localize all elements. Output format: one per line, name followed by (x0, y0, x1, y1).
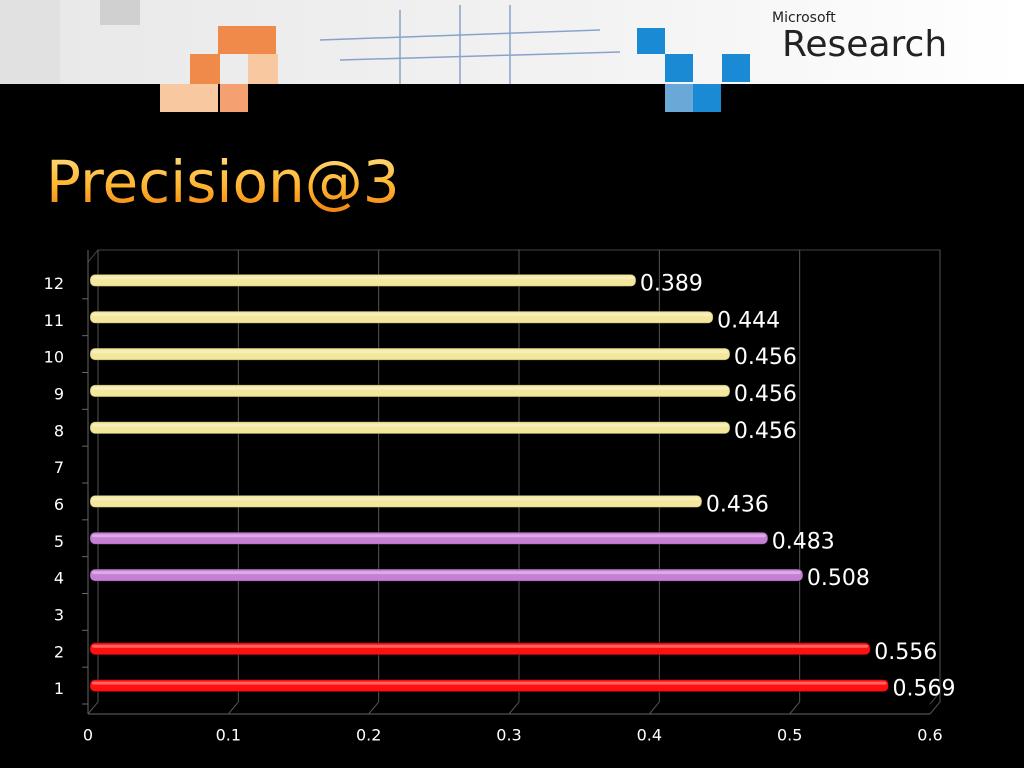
bar (89, 384, 731, 398)
y-tick-label: 8 (54, 421, 64, 440)
x-tick-label: 0.1 (216, 726, 241, 745)
x-tick-label: 0 (83, 726, 93, 745)
chart: 0 0.1 0.2 0.3 0.4 0.5 0.6 1 0.569 2 0.556 3 4 0.508 5 0… (44, 249, 955, 745)
y-tick-label: 11 (44, 311, 64, 330)
y-tick-label: 7 (54, 458, 64, 477)
data-label: 0.483 (772, 529, 835, 554)
banner: Microsoft Research (0, 0, 1024, 112)
bar (89, 421, 731, 435)
data-label: 0.456 (734, 382, 797, 407)
y-tick-label: 5 (54, 532, 64, 551)
y-tick-label: 3 (54, 605, 64, 624)
data-label: 0.508 (807, 566, 870, 591)
grid-line (929, 250, 941, 715)
y-tick-label: 4 (54, 569, 64, 588)
y-tick-label: 9 (54, 384, 64, 403)
bar-highlight (92, 350, 728, 354)
grid-line (227, 250, 239, 715)
grid-line (87, 250, 99, 715)
bar (89, 568, 804, 582)
grid-line (368, 250, 380, 715)
bar-highlight (92, 313, 712, 317)
data-label: 0.389 (640, 271, 703, 296)
bar (89, 347, 731, 361)
bar (89, 679, 889, 693)
data-label: 0.456 (734, 345, 797, 370)
x-tick-label: 0.4 (637, 726, 662, 745)
bar-highlight (92, 386, 728, 390)
bar-highlight (92, 276, 634, 280)
bar (89, 494, 703, 508)
data-label: 0.556 (874, 640, 937, 665)
y-tick-label: 2 (54, 642, 64, 661)
x-tick-label: 0.2 (356, 726, 381, 745)
data-label: 0.569 (892, 677, 955, 702)
grid-line (508, 250, 520, 715)
x-tick-label: 0.5 (777, 726, 802, 745)
data-label: 0.456 (734, 419, 797, 444)
bar-highlight (92, 534, 766, 538)
y-tick-label: 6 (54, 495, 64, 514)
grid-line (789, 250, 801, 715)
x-tick-label: 0.6 (917, 726, 942, 745)
bar (89, 310, 714, 324)
data-label: 0.444 (717, 308, 780, 333)
brand-large: Research (782, 24, 947, 65)
bar-highlight (92, 497, 700, 501)
y-tick-label: 1 (54, 679, 64, 698)
bar-highlight (92, 644, 869, 648)
bar-highlight (92, 681, 887, 685)
bar (89, 642, 871, 656)
y-tick-label: 10 (44, 348, 64, 367)
bar (89, 273, 637, 287)
bar (89, 531, 769, 545)
x-tick-label: 0.3 (496, 726, 521, 745)
bar-highlight (92, 423, 728, 427)
brand-small: Microsoft (772, 10, 836, 26)
grid-line (648, 250, 660, 715)
chart-title: Precision@3 (46, 148, 400, 216)
data-label: 0.436 (706, 492, 769, 517)
bar-highlight (92, 571, 801, 575)
y-tick-label: 12 (44, 274, 64, 293)
